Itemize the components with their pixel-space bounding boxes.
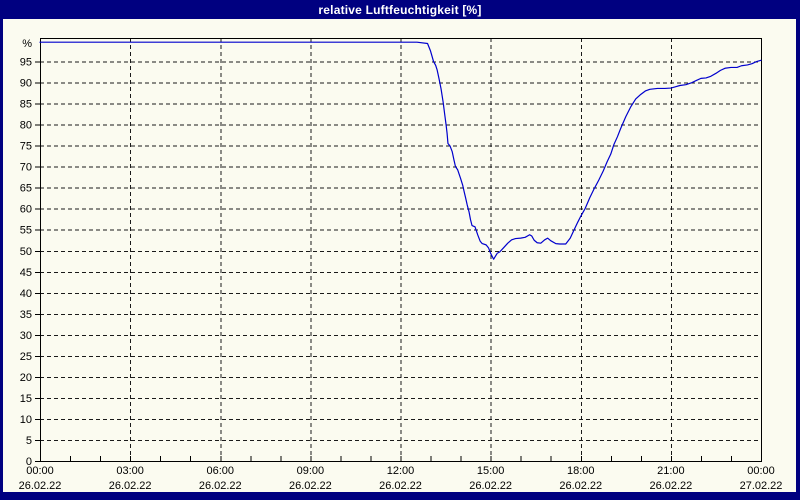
x-axis-time-label: 06:00 [206,465,234,477]
y-axis-tick-label: 95 [20,57,32,69]
y-axis-tick-label: 5 [26,435,32,447]
x-axis-time-label: 00:00 [747,465,775,477]
chart-area: 0 5 10 15 20 25 30 35 40 45 50 55 60 65 70 75 80 85 90 95% 0… [3,19,796,492]
x-axis-date-label: 26.02.22 [379,480,422,492]
x-axis-date-label: 26.02.22 [109,480,152,492]
x-axis-date-label: 26.02.22 [199,480,242,492]
y-axis-tick-label: 0 [26,456,32,468]
y-axis-tick-label: 35 [20,309,32,321]
y-axis-tick-label: 80 [20,120,32,132]
x-axis-time-label: 09:00 [297,465,325,477]
x-axis-time-label: 18:00 [567,465,595,477]
y-axis-tick-label: 30 [20,330,32,342]
y-axis-tick-label: 15 [20,393,32,405]
x-axis-time-label: 03:00 [116,465,144,477]
x-axis-date-label: 26.02.22 [19,480,62,492]
window-title: relative Luftfeuchtigkeit [%] [318,2,482,17]
x-axis-date-label: 26.02.22 [559,480,602,492]
x-axis-date-label: 27.02.22 [740,480,783,492]
window-titlebar: relative Luftfeuchtigkeit [%] [0,0,800,19]
plot-border [40,38,762,462]
y-axis-tick-label: 45 [20,267,32,279]
x-axis-time-label: 00:00 [26,465,54,477]
x-axis-time-label: 21:00 [657,465,685,477]
y-axis-tick-label: 70 [20,162,32,174]
y-axis-tick-label: 65 [20,183,32,195]
y-axis-unit-label: % [22,38,32,50]
y-axis-tick-label: 85 [20,99,32,111]
y-axis-tick-label: 25 [20,351,32,363]
x-axis-date-label: 26.02.22 [289,480,332,492]
y-axis-tick-label: 40 [20,288,32,300]
x-axis-date-label: 26.02.22 [649,480,692,492]
y-axis-tick-label: 60 [20,204,32,216]
humidity-chart: 0 5 10 15 20 25 30 35 40 45 50 55 60 65 70 75 80 85 90 95% 0… [19,38,783,492]
x-axis-time-label: 12:00 [387,465,415,477]
y-axis-tick-label: 75 [20,141,32,153]
y-axis-tick-label: 90 [20,78,32,90]
y-axis-tick-label: 50 [20,246,32,258]
humidity-line [39,41,762,260]
x-axis-date-label: 26.02.22 [469,480,512,492]
y-axis-tick-label: 55 [20,225,32,237]
y-axis-tick-label: 10 [20,414,32,426]
x-axis-time-label: 15:00 [477,465,505,477]
y-axis-tick-label: 20 [20,372,32,384]
